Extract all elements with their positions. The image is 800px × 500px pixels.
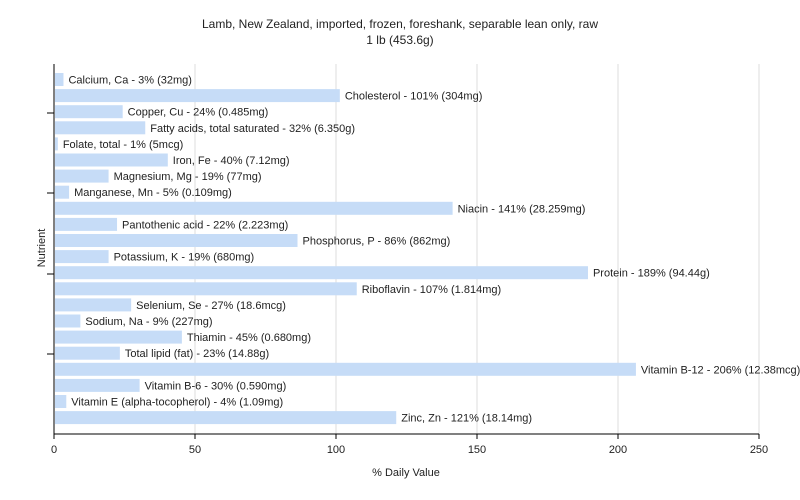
bar xyxy=(55,314,81,328)
bar-label: Calcium, Ca - 3% (32mg) xyxy=(68,75,191,87)
bar-label: Fatty acids, total saturated - 32% (6.35… xyxy=(150,123,355,135)
bar xyxy=(55,217,118,231)
bar xyxy=(55,121,146,135)
bar xyxy=(55,250,109,264)
bar xyxy=(55,378,140,392)
x-tick-label: 150 xyxy=(468,444,486,456)
chart-title: Lamb, New Zealand, imported, frozen, for… xyxy=(202,17,598,31)
bar-label: Riboflavin - 107% (1.814mg) xyxy=(362,284,501,296)
x-tick-label: 100 xyxy=(327,444,345,456)
axes: 0 50 100 150 200 250 xyxy=(47,64,768,456)
gridlines xyxy=(194,64,760,434)
bar-label: Total lipid (fat) - 23% (14.88g) xyxy=(125,348,269,360)
bar-label: Vitamin B-6 - 30% (0.590mg) xyxy=(145,380,287,392)
bar xyxy=(55,105,123,119)
bar xyxy=(55,169,109,183)
bar-label: Phosphorus, P - 86% (862mg) xyxy=(303,236,451,248)
x-tick-label: 50 xyxy=(189,444,201,456)
bar-label: Vitamin B-12 - 206% (12.38mcg) xyxy=(641,364,800,376)
bar-label: Cholesterol - 101% (304mg) xyxy=(345,91,483,103)
chart-subtitle: 1 lb (453.6g) xyxy=(366,33,434,47)
bar xyxy=(55,330,182,344)
bar-label: Sodium, Na - 9% (227mg) xyxy=(85,316,212,328)
bar-label: Vitamin E (alpha-tocopherol) - 4% (1.09m… xyxy=(71,397,283,409)
bar-label: Selenium, Se - 27% (18.6mcg) xyxy=(136,300,286,312)
bar xyxy=(55,282,357,296)
y-axis-title: Nutrient xyxy=(36,229,48,268)
bar xyxy=(55,298,132,312)
bar xyxy=(55,266,588,280)
bar xyxy=(55,73,64,86)
bar-label: Pantothenic acid - 22% (2.223mg) xyxy=(122,219,288,231)
bar xyxy=(55,362,636,376)
bar xyxy=(55,185,70,199)
x-axis-title: % Daily Value xyxy=(372,467,440,479)
bar-label: Protein - 189% (94.44g) xyxy=(593,268,710,280)
bar xyxy=(55,234,298,247)
bar-label: Copper, Cu - 24% (0.485mg) xyxy=(128,107,269,119)
bar-label: Magnesium, Mg - 19% (77mg) xyxy=(114,171,262,183)
bar xyxy=(55,395,67,408)
bar xyxy=(55,153,168,167)
bar xyxy=(55,346,120,360)
bar-label: Niacin - 141% (28.259mg) xyxy=(458,203,586,215)
x-tick-label: 200 xyxy=(609,444,627,456)
bar-label: Folate, total - 1% (5mcg) xyxy=(63,139,183,151)
bars: Calcium, Ca - 3% (32mg) Cholesterol - 101… xyxy=(55,73,800,425)
bar xyxy=(55,137,58,151)
bar xyxy=(55,411,397,425)
x-tick-label: 250 xyxy=(750,444,768,456)
bar-label: Thiamin - 45% (0.680mg) xyxy=(187,332,311,344)
bar-label: Iron, Fe - 40% (7.12mg) xyxy=(173,155,290,167)
bar xyxy=(55,201,453,215)
bar xyxy=(55,89,340,103)
bar-label: Potassium, K - 19% (680mg) xyxy=(114,252,255,264)
x-tick-label: 0 xyxy=(51,444,57,456)
bar-label: Manganese, Mn - 5% (0.109mg) xyxy=(74,187,232,199)
bar-label: Zinc, Zn - 121% (18.14mg) xyxy=(401,413,532,425)
